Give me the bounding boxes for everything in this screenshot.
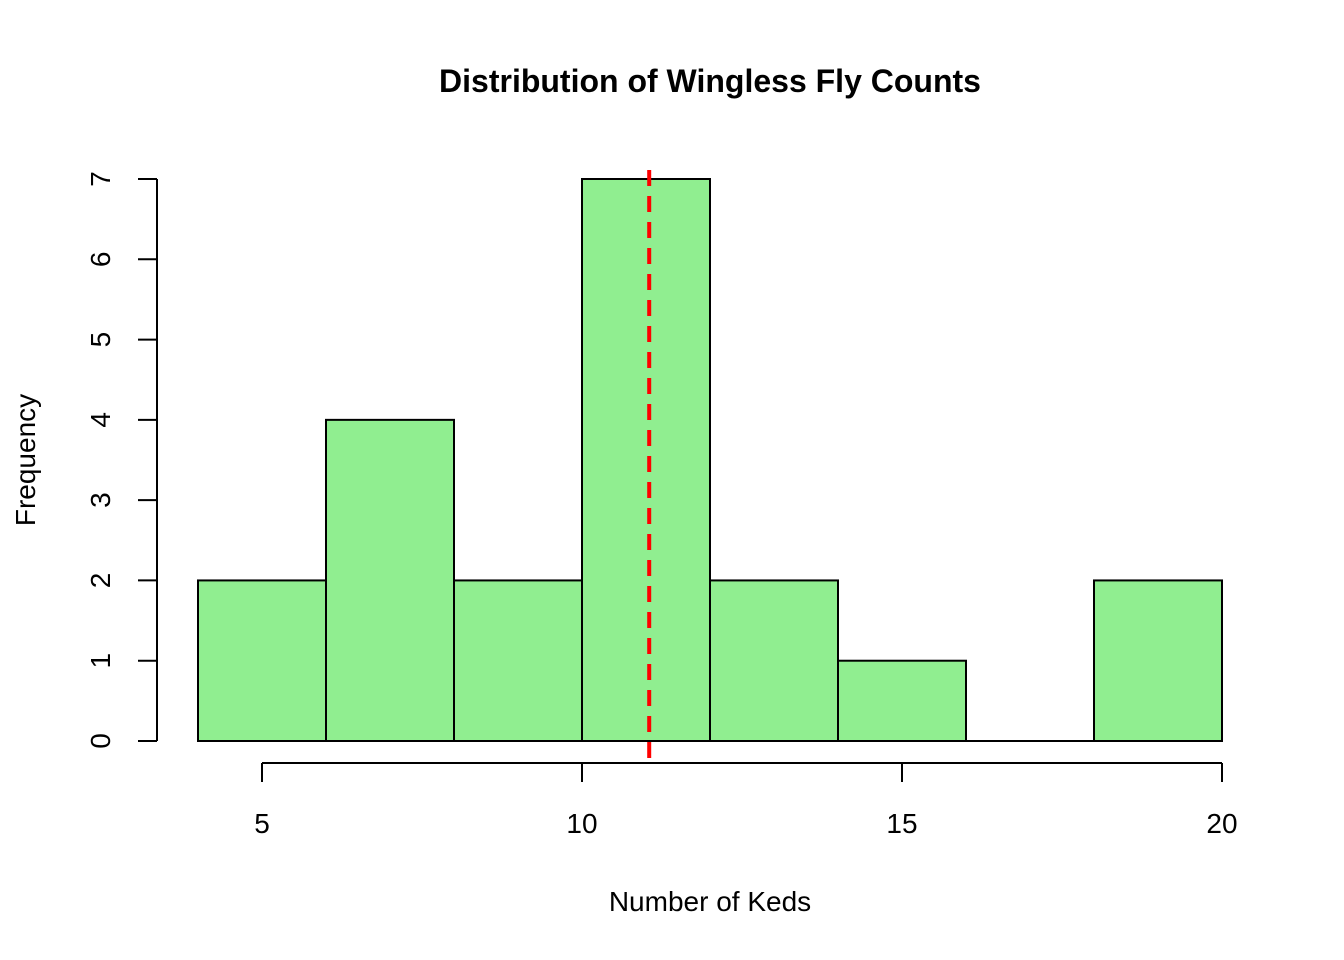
y-tick-label: 5 [85,332,116,348]
x-tick-label: 10 [566,808,597,839]
y-tick-label: 4 [85,412,116,428]
y-tick-label: 3 [85,492,116,508]
y-axis: 0 1 2 3 4 5 6 7 [85,171,158,749]
y-tick-label: 0 [85,733,116,749]
histogram-bar [581,178,711,742]
histogram-bar [1093,579,1223,743]
histogram-bar [709,579,839,743]
y-tick-label: 2 [85,573,116,589]
chart-title: Distribution of Wingless Fly Counts [439,63,981,99]
y-tick-label: 6 [85,251,116,267]
x-axis-label: Number of Keds [609,886,811,917]
histogram-bar [837,659,967,743]
histogram-bar [453,579,583,743]
x-tick-label: 15 [886,808,917,839]
y-tick-label: 1 [85,653,116,669]
histogram-bar [325,418,455,742]
x-tick-label: 5 [254,808,270,839]
y-tick-label: 7 [85,171,116,187]
y-axis-label: Frequency [10,394,41,526]
histogram-bar [197,579,327,743]
x-axis: 5 10 15 20 [254,762,1238,839]
x-tick-label: 20 [1206,808,1237,839]
bars-group [197,178,1223,743]
